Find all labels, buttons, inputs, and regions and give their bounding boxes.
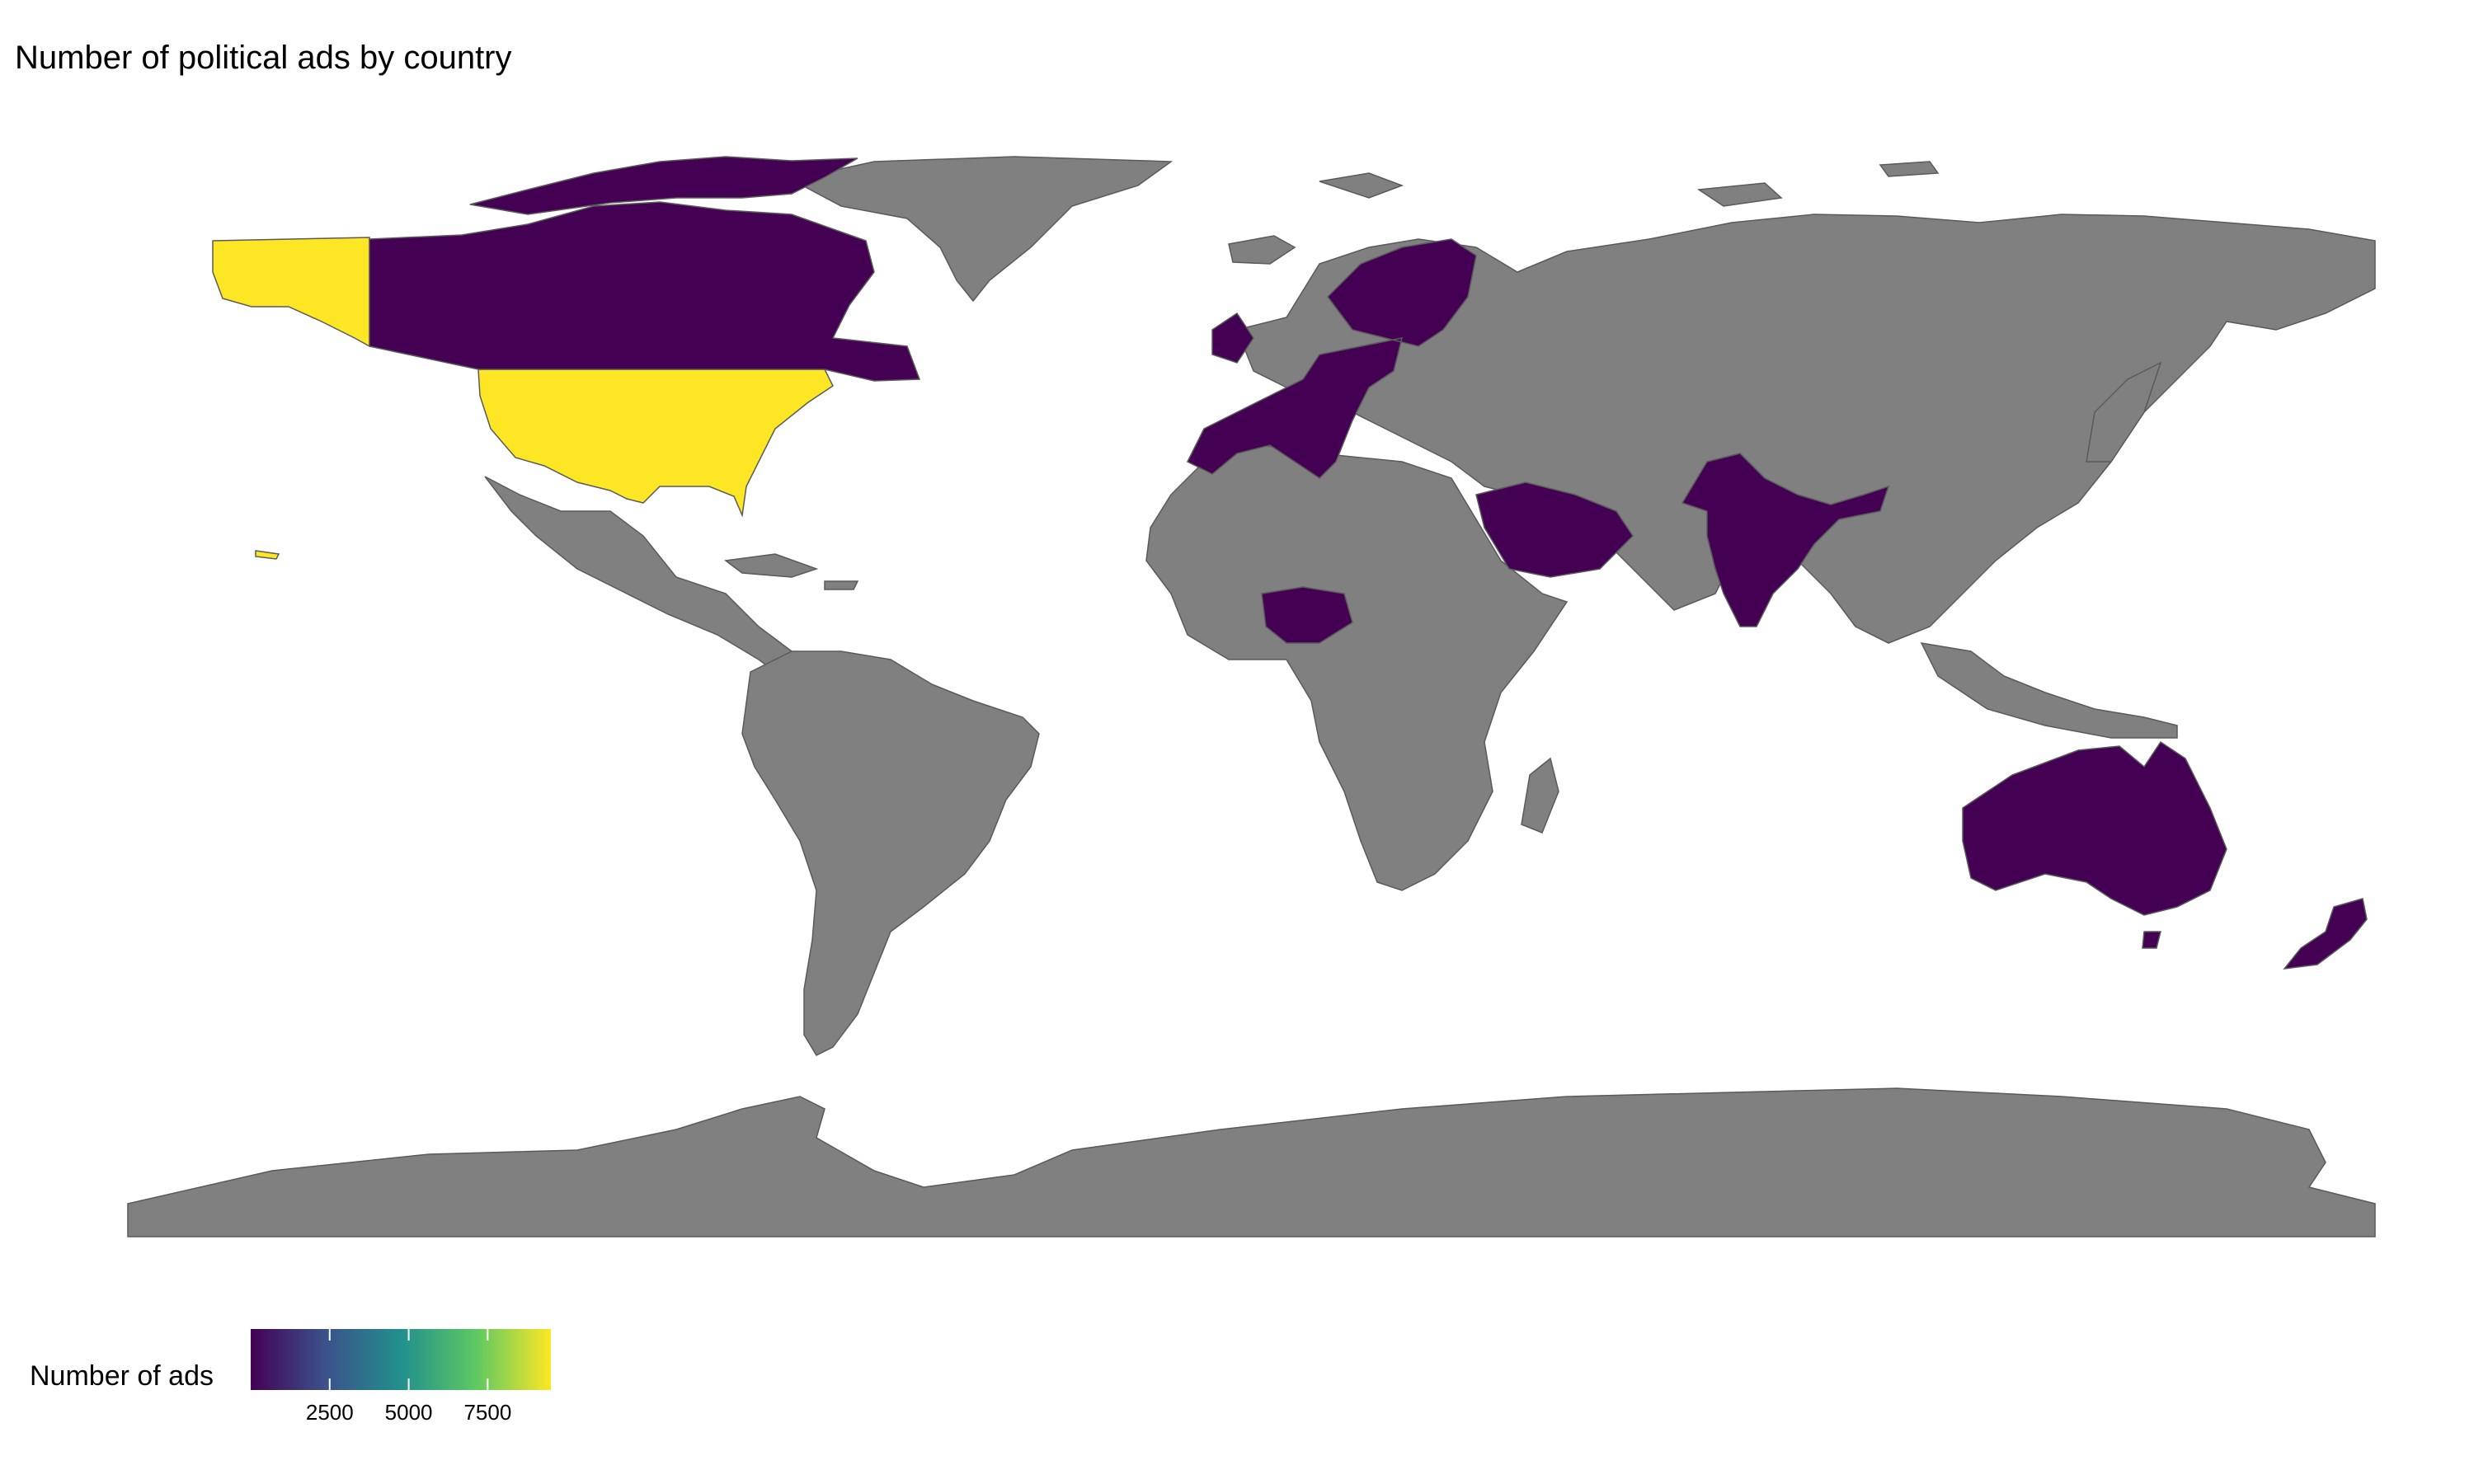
- highlight-layer: [212, 156, 2368, 970]
- legend-ticks: 2500 5000 7500: [306, 1329, 511, 1425]
- legend: 2500 5000 7500: [251, 1329, 551, 1425]
- map-title: Number of political ads by country: [15, 40, 512, 76]
- country-canada: [369, 156, 921, 382]
- country-europe-eu-uk-nordics: [1186, 238, 1477, 479]
- country-new-zealand: [2283, 898, 2368, 970]
- land-iceland: [1228, 235, 1296, 265]
- land-mexico-central: [484, 476, 818, 685]
- country-australia: [1962, 740, 2227, 949]
- land-greenland: [789, 156, 1174, 303]
- land-japan: [2086, 361, 2162, 463]
- legend-tick-label: 7500: [463, 1400, 511, 1425]
- land-antarctica: [127, 1087, 2376, 1237]
- land-madagascar: [1521, 757, 1559, 834]
- land-caribbean: [724, 553, 859, 590]
- country-nigeria: [1261, 586, 1353, 644]
- land-arctic-islands: [1319, 161, 1940, 207]
- country-india: [1681, 453, 1890, 627]
- land-south-america: [741, 650, 1040, 1056]
- legend-colorbar: [251, 1329, 551, 1390]
- land-africa: [1145, 444, 1569, 891]
- land-southeast-asia: [1920, 642, 2178, 739]
- country-saudi-arabia: [1475, 481, 1634, 578]
- land-layer: [127, 156, 2376, 1237]
- legend-tick-label: 5000: [385, 1400, 433, 1425]
- legend-title: Number of ads: [30, 1360, 214, 1392]
- legend-tick-label: 2500: [306, 1400, 354, 1425]
